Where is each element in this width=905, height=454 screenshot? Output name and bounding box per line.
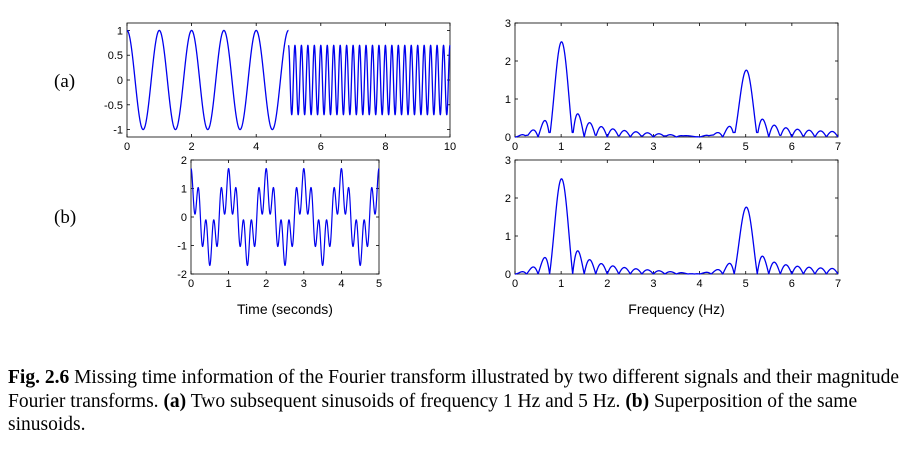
b-freq-ytick-label: 1 <box>505 231 511 243</box>
a-freq-xtick-label: 2 <box>604 141 610 153</box>
b-time-xlabel: Time (seconds) <box>237 301 333 317</box>
b-freq-ytick-label: 0 <box>505 269 511 281</box>
b-freq-xtick-label: 3 <box>650 278 656 290</box>
b-freq-xtick-label: 2 <box>604 278 610 290</box>
a-time-ytick-label: 0.5 <box>108 50 123 62</box>
panel-label-b: (b) <box>54 207 77 228</box>
b-time-axes: 0 1 2 3 4 5 -2 -1 0 1 2 Time (seconds) <box>177 155 382 317</box>
a-time-ytick-label: 1 <box>117 25 123 37</box>
b-freq-xtick-label: 7 <box>835 278 841 290</box>
b-time-xtick-label: 2 <box>263 278 269 290</box>
panel-label-a: (a) <box>54 71 76 92</box>
b-time-ytick-label: -2 <box>177 269 187 281</box>
caption-a-label: (a) <box>163 390 187 412</box>
b-freq-frame <box>514 159 839 275</box>
b-time-ytick-label: -1 <box>177 241 187 253</box>
a-freq-xtick-label: 5 <box>743 141 749 153</box>
a-freq-xtick-label: 6 <box>789 141 795 153</box>
a-freq-ytick-label: 1 <box>505 94 511 106</box>
a-time-ytick-label: -0.5 <box>104 100 123 112</box>
b-time-signal <box>190 167 380 267</box>
b-time-xtick-label: 3 <box>301 278 307 290</box>
b-freq-xtick-label: 6 <box>789 278 795 290</box>
a-time-xtick-label: 10 <box>444 141 456 153</box>
caption-b-text: Superposition of the same sinusoids. <box>8 390 858 436</box>
a-freq-xtick-label: 1 <box>558 141 564 153</box>
caption-a-text: Two subsequent sinusoids of frequency 1 … <box>186 390 626 412</box>
b-time-xtick-label: 5 <box>376 278 382 290</box>
b-time-ytick-label: 0 <box>181 212 187 224</box>
b-freq-spectrum <box>514 178 839 275</box>
b-time-xtick-label: 1 <box>226 278 232 290</box>
a-freq-ytick-label: 2 <box>505 56 511 68</box>
a-time-ytick-label: 0 <box>117 75 123 87</box>
caption-fig-label: Fig. 2.6 <box>8 367 70 388</box>
a-freq-ytick-label: 0 <box>505 132 511 144</box>
caption-b-label: (b) <box>625 390 650 412</box>
a-time-xtick-label: 8 <box>382 141 388 153</box>
a-time-axes: 0 2 4 6 8 10 1 0.5 0 -0.5 -1 <box>104 22 456 153</box>
a-time-xtick-label: 4 <box>253 141 259 153</box>
a-time-xtick-label: 2 <box>189 141 195 153</box>
b-freq-axes: 0 1 2 3 4 5 6 7 0 1 2 3 Frequency (Hz) <box>505 155 841 317</box>
figure-caption: Fig. 2.6 Missing time information of the… <box>8 366 900 437</box>
a-freq-spectrum <box>514 41 839 138</box>
a-time-frame <box>126 22 451 138</box>
a-freq-xtick-label: 7 <box>835 141 841 153</box>
b-freq-xlabel: Frequency (Hz) <box>628 301 724 317</box>
b-time-ytick-label: 2 <box>181 155 187 167</box>
b-time-ytick-label: 1 <box>181 184 187 196</box>
a-freq-axes: 0 1 2 3 4 5 6 7 0 1 2 3 <box>505 18 841 153</box>
a-freq-xtick-label: 3 <box>650 141 656 153</box>
a-freq-ytick-label: 3 <box>505 18 511 30</box>
b-freq-xtick-label: 0 <box>512 278 518 290</box>
b-freq-ytick-label: 3 <box>505 155 511 167</box>
a-time-xtick-label: 6 <box>318 141 324 153</box>
b-freq-xtick-label: 4 <box>697 278 703 290</box>
a-freq-xtick-label: 0 <box>512 141 518 153</box>
b-freq-xtick-label: 1 <box>558 278 564 290</box>
b-freq-ytick-label: 2 <box>505 193 511 205</box>
a-time-xtick-label: 0 <box>124 141 130 153</box>
a-time-signal-segment-2 <box>287 44 451 116</box>
caption-text: Missing time information of the Fourier … <box>8 367 900 412</box>
a-time-ytick-label: -1 <box>113 125 123 137</box>
a-time-signal-segment-1 <box>126 29 290 131</box>
b-time-xtick-label: 0 <box>188 278 194 290</box>
b-time-xtick-label: 4 <box>338 278 344 290</box>
b-freq-xtick-label: 5 <box>743 278 749 290</box>
a-freq-frame <box>514 22 839 138</box>
a-freq-xtick-label: 4 <box>697 141 703 153</box>
